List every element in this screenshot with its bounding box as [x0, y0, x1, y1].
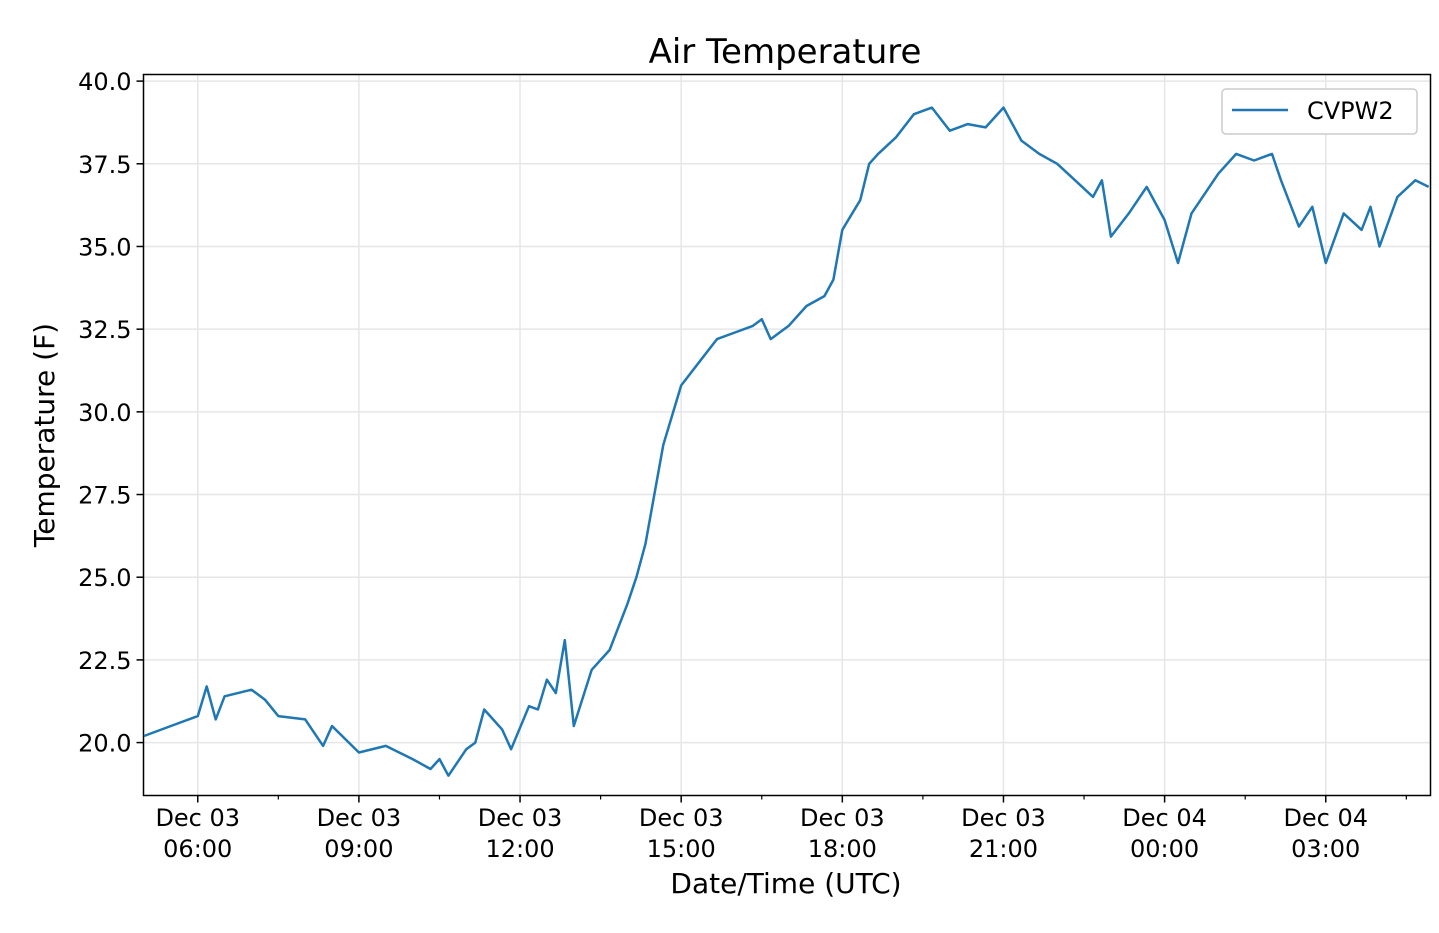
x-tick-time: 12:00 — [485, 835, 554, 863]
x-axis-label: Date/Time (UTC) — [670, 867, 901, 900]
y-tick-label: 20.0 — [78, 730, 131, 758]
x-tick-date: Dec 03 — [800, 804, 885, 832]
y-tick-label: 37.5 — [78, 151, 131, 179]
y-tick-label: 32.5 — [78, 316, 131, 344]
y-tick-label: 25.0 — [78, 564, 131, 592]
series-layer — [143, 106, 1430, 777]
x-tick-time: 06:00 — [163, 835, 232, 863]
chart-title: Air Temperature — [649, 32, 922, 72]
y-tick-label: 27.5 — [78, 482, 131, 510]
x-axis: Dec 03 06:00 Dec 03 09:00 Dec 03 12:00 Dec 03 1… — [155, 795, 1407, 863]
x-tick-date: Dec 03 — [155, 804, 240, 832]
x-tick-time: 15:00 — [647, 835, 716, 863]
x-tick-time: 21:00 — [969, 835, 1038, 863]
series-line-cvpw2 — [143, 106, 1430, 777]
x-tick-time: 18:00 — [808, 835, 877, 863]
legend-box — [1221, 88, 1418, 135]
x-tick-date: Dec 04 — [1283, 804, 1368, 832]
x-tick-date: Dec 03 — [317, 804, 402, 832]
legend-label: CVPW2 — [1307, 97, 1394, 125]
x-tick-time: 00:00 — [1130, 835, 1199, 863]
plot-area — [142, 73, 1432, 797]
y-tick-label: 30.0 — [78, 399, 131, 427]
legend: CVPW2 — [1221, 88, 1418, 135]
x-tick-date: Dec 03 — [478, 804, 563, 832]
y-axis-label: Temperature (F) — [28, 323, 61, 548]
y-tick-label: 35.0 — [78, 233, 131, 261]
y-tick-label: 22.5 — [78, 647, 131, 675]
x-tick-time: 03:00 — [1291, 835, 1360, 863]
x-tick-time: 09:00 — [324, 835, 393, 863]
y-axis: 20.0 22.5 25.0 27.5 30.0 32.5 35.0 37.5 40.0 — [78, 68, 144, 758]
x-tick-date: Dec 03 — [639, 804, 724, 832]
x-tick-date: Dec 03 — [961, 804, 1046, 832]
x-tick-date: Dec 04 — [1122, 804, 1207, 832]
y-tick-label: 40.0 — [78, 68, 131, 96]
grid-lines — [143, 74, 1431, 796]
